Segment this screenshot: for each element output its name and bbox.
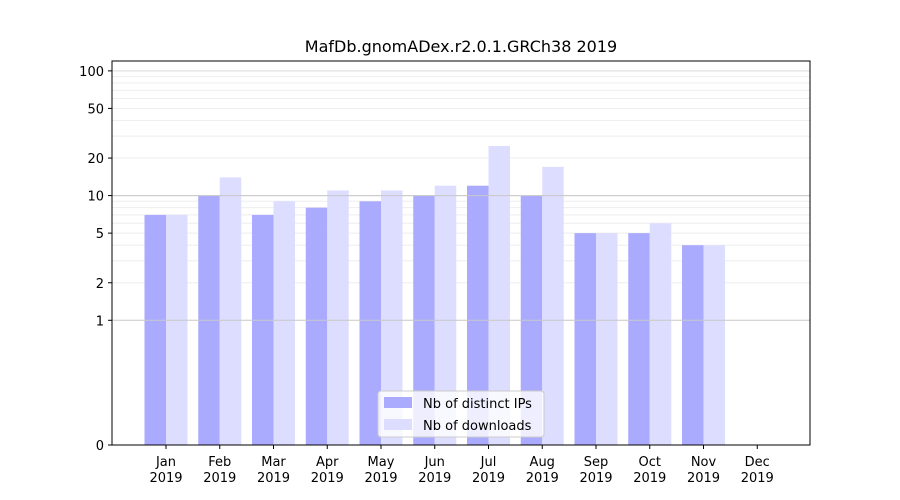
- x-tick-label-month: Sep: [584, 455, 609, 470]
- x-tick-label-year: 2019: [257, 471, 290, 486]
- x-tick-label-year: 2019: [526, 471, 559, 486]
- x-tick-label-year: 2019: [149, 471, 182, 486]
- legend-label-distinct-ips: Nb of distinct IPs: [423, 397, 532, 412]
- y-tick-label: 0: [96, 439, 104, 454]
- bar-distinct-ips-sep: [574, 233, 596, 445]
- bar-distinct-ips-apr: [305, 207, 328, 445]
- x-axis: Jan2019Feb2019Mar2019Apr2019May2019Jun20…: [149, 445, 774, 486]
- x-tick-label-month: May: [368, 455, 395, 470]
- x-tick-label-year: 2019: [364, 471, 397, 486]
- bar-downloads-nov: [703, 245, 725, 445]
- x-tick-label-year: 2019: [687, 471, 720, 486]
- bar-downloads-jun: [434, 185, 457, 445]
- x-tick-label-month: Jan: [155, 455, 176, 470]
- y-axis: 0 1 2 5 10 20 50 100: [79, 65, 112, 454]
- bar-downloads-aug: [542, 166, 564, 445]
- x-tick-label-year: 2019: [633, 471, 666, 486]
- bar-distinct-ips-mar: [252, 214, 274, 445]
- x-tick-label-month: Dec: [745, 455, 770, 470]
- x-tick-label-year: 2019: [311, 471, 344, 486]
- y-tick-label: 5: [96, 227, 104, 242]
- x-tick-label-month: Jun: [424, 455, 445, 470]
- x-tick-label-month: Apr: [316, 455, 339, 470]
- legend-label-downloads: Nb of downloads: [423, 419, 532, 434]
- bar-distinct-ips-nov: [682, 245, 704, 445]
- x-tick-label-year: 2019: [203, 471, 236, 486]
- bar-downloads-jan: [166, 214, 188, 445]
- y-tick-label: 20: [87, 152, 104, 167]
- bar-downloads-sep: [596, 233, 618, 445]
- legend-swatch-distinct-ips: [384, 397, 412, 408]
- bar-distinct-ips-may: [359, 201, 381, 445]
- bar-downloads-mar: [273, 201, 295, 445]
- bar-distinct-ips-jan: [144, 214, 166, 445]
- y-tick-label: 1: [96, 314, 104, 329]
- x-tick-label-year: 2019: [472, 471, 505, 486]
- y-tick-label: 50: [87, 102, 104, 117]
- x-tick-label-month: Feb: [208, 455, 231, 470]
- chart-title: MafDb.gnomADex.r2.0.1.GRCh38 2019: [305, 37, 617, 56]
- x-tick-label-month: Nov: [691, 455, 717, 470]
- x-tick-label-month: Jul: [480, 455, 497, 470]
- x-tick-label-month: Aug: [530, 455, 555, 470]
- bars: [144, 145, 725, 446]
- reference-lines: [112, 195, 810, 321]
- legend-box: [377, 390, 545, 438]
- x-tick-label-year: 2019: [418, 471, 451, 486]
- bar-downloads-jul: [488, 145, 510, 446]
- plot-frame: [111, 60, 811, 446]
- bar-distinct-ips-oct: [628, 233, 650, 445]
- legend-swatch-downloads: [384, 419, 412, 430]
- x-tick-label-month: Mar: [261, 455, 286, 470]
- y-tick-label: 2: [96, 277, 104, 292]
- x-tick-label-year: 2019: [579, 471, 612, 486]
- legend: Nb of distinct IPs Nb of downloads: [377, 390, 545, 438]
- x-tick-label-month: Oct: [639, 455, 661, 470]
- bar-distinct-ips-jul: [467, 185, 489, 445]
- bar-downloads-apr: [327, 190, 349, 445]
- y-tick-label: 100: [79, 65, 104, 80]
- bar-downloads-oct: [649, 223, 672, 445]
- x-tick-label-year: 2019: [741, 471, 774, 486]
- y-tick-label: 10: [87, 190, 104, 205]
- bar-downloads-feb: [219, 177, 242, 445]
- bar-downloads-may: [381, 190, 403, 445]
